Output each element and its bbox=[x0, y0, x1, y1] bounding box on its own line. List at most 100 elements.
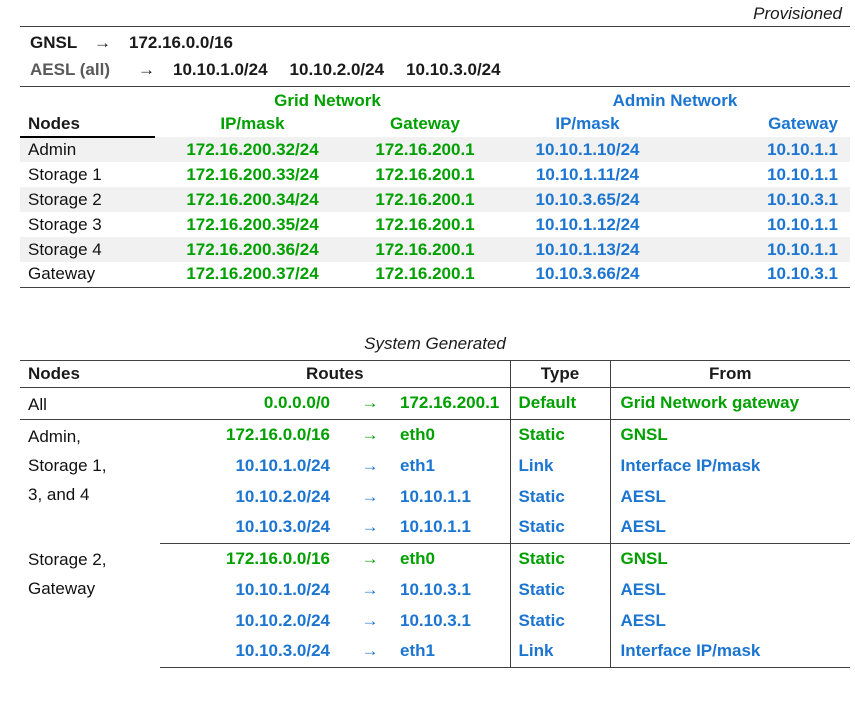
system-generated-section-title: System Generated bbox=[364, 333, 506, 353]
admin-ip: 10.10.1.10/24 bbox=[535, 139, 640, 159]
route-type: Static bbox=[509, 481, 610, 512]
admin-ip: 10.10.3.66/24 bbox=[500, 262, 675, 288]
network-column-header-row: Nodes IP/mask Gateway IP/mask Gateway bbox=[20, 111, 850, 138]
provisioned-network-table: Grid Network Admin Network Nodes IP/mask… bbox=[20, 87, 850, 288]
route-type: Default bbox=[509, 387, 610, 420]
grid-gateway: 172.16.200.1 bbox=[375, 214, 475, 234]
route-from: GNSL bbox=[609, 543, 850, 574]
route-row: 10.10.1.0/24 → 10.10.3.1 Static AESL bbox=[20, 574, 850, 605]
route-row: 10.10.2.0/24 → 10.10.3.1 Static AESL bbox=[20, 605, 850, 636]
arrow-icon: → bbox=[350, 387, 390, 420]
arrow-icon: → bbox=[94, 33, 111, 52]
route-row: 10.10.2.0/24 → 10.10.1.1 Static AESL bbox=[20, 481, 850, 512]
grid-gateway: 172.16.200.1 bbox=[375, 164, 475, 184]
route-type: Static bbox=[509, 574, 610, 605]
route-network: 172.16.0.0/16 bbox=[226, 548, 330, 568]
admin-gateway: 10.10.1.1 bbox=[767, 239, 838, 259]
route-type: Static bbox=[509, 543, 610, 574]
route-row: 10.10.1.0/24 → eth1 Link Interface IP/ma… bbox=[20, 450, 850, 481]
route-target: eth1 bbox=[400, 455, 435, 475]
grid-ipmask-column-header: IP/mask bbox=[220, 114, 285, 133]
arrow-icon: → bbox=[361, 424, 379, 444]
table-row: Gateway 172.16.200.37/24 172.16.200.1 10… bbox=[20, 262, 850, 288]
aesl-definition: AESL (all) → 10.10.1.0/24 10.10.2.0/24 10.10… bbox=[30, 56, 850, 83]
routes-header-row: Nodes Routes Type From bbox=[20, 359, 850, 388]
admin-gateway-column-header: Gateway bbox=[768, 114, 838, 133]
route-type: Link bbox=[509, 636, 610, 668]
table-row: Admin 172.16.200.32/24 172.16.200.1 10.1… bbox=[20, 137, 850, 162]
arrow-icon: → bbox=[361, 579, 379, 599]
route-row: Admin, Storage 1, 3, and 4 172.16.0.0/16… bbox=[20, 419, 850, 504]
arrow-icon: → bbox=[361, 455, 379, 475]
admin-ip: 10.10.1.13/24 bbox=[535, 239, 640, 259]
node-name: Storage 3 bbox=[28, 214, 102, 234]
route-target: 10.10.3.1 bbox=[400, 579, 471, 599]
route-from: GNSL bbox=[609, 419, 850, 450]
spacer-cell bbox=[20, 87, 155, 111]
route-target: eth1 bbox=[390, 636, 510, 668]
route-network: 10.10.2.0/24 bbox=[235, 610, 330, 630]
grid-ip: 172.16.200.37/24 bbox=[155, 262, 350, 288]
admin-ip: 10.10.1.11/24 bbox=[535, 164, 640, 184]
arrow-icon: → bbox=[361, 548, 379, 568]
route-target: eth0 bbox=[400, 548, 435, 568]
route-from: Interface IP/mask bbox=[609, 450, 850, 481]
node-name: Storage 4 bbox=[28, 239, 102, 259]
route-network: 172.16.0.0/16 bbox=[226, 424, 330, 444]
network-group-header-row: Grid Network Admin Network bbox=[20, 87, 850, 111]
table-row: Storage 3 172.16.200.35/24 172.16.200.1 … bbox=[20, 212, 850, 237]
route-network: 10.10.3.0/24 bbox=[160, 636, 350, 668]
grid-ip: 172.16.200.33/24 bbox=[186, 164, 319, 184]
arrow-icon: → bbox=[350, 512, 390, 544]
grid-ip: 172.16.200.32/24 bbox=[186, 139, 319, 159]
grid-gateway: 172.16.200.1 bbox=[350, 262, 500, 288]
routes-from-header: From bbox=[609, 359, 850, 388]
route-row: 10.10.3.0/24 → 10.10.1.1 Static AESL bbox=[20, 512, 850, 544]
arrow-icon: → bbox=[361, 486, 379, 506]
route-row: Storage 2, Gateway 172.16.0.0/16 → eth0 … bbox=[20, 543, 850, 598]
route-from: AESL bbox=[609, 605, 850, 636]
node-name: Gateway bbox=[20, 262, 155, 288]
subnet-list-definitions: GNSL → 172.16.0.0/16 AESL (all) → 10.10.1.0/… bbox=[20, 27, 850, 87]
route-nodes: Admin, Storage 1, 3, and 4 bbox=[28, 426, 107, 504]
route-from: Grid Network gateway bbox=[609, 387, 850, 420]
admin-gateway: 10.10.1.1 bbox=[767, 214, 838, 234]
route-network: 10.10.1.0/24 bbox=[235, 455, 330, 475]
route-row: All 0.0.0.0/0 → 172.16.200.1 Default Gri… bbox=[20, 387, 850, 420]
route-network: 10.10.3.0/24 bbox=[160, 512, 350, 544]
aesl-label: AESL (all) bbox=[30, 60, 110, 79]
route-type: Static bbox=[509, 512, 610, 544]
route-target: 10.10.1.1 bbox=[390, 512, 510, 544]
route-from: AESL bbox=[609, 512, 850, 544]
arrow-icon: → bbox=[138, 60, 155, 79]
table-row: Storage 4 172.16.200.36/24 172.16.200.1 … bbox=[20, 237, 850, 262]
route-target: 10.10.3.1 bbox=[400, 610, 471, 630]
route-nodes: All bbox=[20, 387, 160, 420]
route-target: 10.10.1.1 bbox=[400, 486, 471, 506]
admin-network-header: Admin Network bbox=[612, 91, 738, 110]
routes-type-header: Type bbox=[509, 359, 610, 388]
grid-ip: 172.16.200.34/24 bbox=[186, 189, 319, 209]
arrow-icon: → bbox=[350, 636, 390, 668]
route-from: AESL bbox=[609, 574, 850, 605]
routes-routes-header: Routes bbox=[160, 359, 510, 388]
node-name: Storage 2 bbox=[28, 189, 102, 209]
admin-ipmask-column-header: IP/mask bbox=[555, 114, 620, 133]
aesl-value: 10.10.3.0/24 bbox=[406, 60, 501, 79]
node-name: Admin bbox=[28, 140, 77, 159]
table-row: Storage 1 172.16.200.33/24 172.16.200.1 … bbox=[20, 162, 850, 187]
routes-nodes-header: Nodes bbox=[20, 359, 160, 388]
route-type: Static bbox=[509, 605, 610, 636]
grid-gateway-column-header: Gateway bbox=[390, 114, 460, 133]
grid-gateway: 172.16.200.1 bbox=[375, 239, 475, 259]
route-from: Interface IP/mask bbox=[609, 636, 850, 668]
admin-ip: 10.10.1.12/24 bbox=[535, 214, 640, 234]
table-row: Storage 2 172.16.200.34/24 172.16.200.1 … bbox=[20, 187, 850, 212]
grid-ip: 172.16.200.36/24 bbox=[186, 239, 319, 259]
route-network: 10.10.1.0/24 bbox=[235, 579, 330, 599]
route-type: Static bbox=[509, 419, 610, 450]
route-from: AESL bbox=[609, 481, 850, 512]
admin-gateway: 10.10.3.1 bbox=[675, 262, 850, 288]
aesl-value: 10.10.1.0/24 bbox=[173, 60, 268, 79]
